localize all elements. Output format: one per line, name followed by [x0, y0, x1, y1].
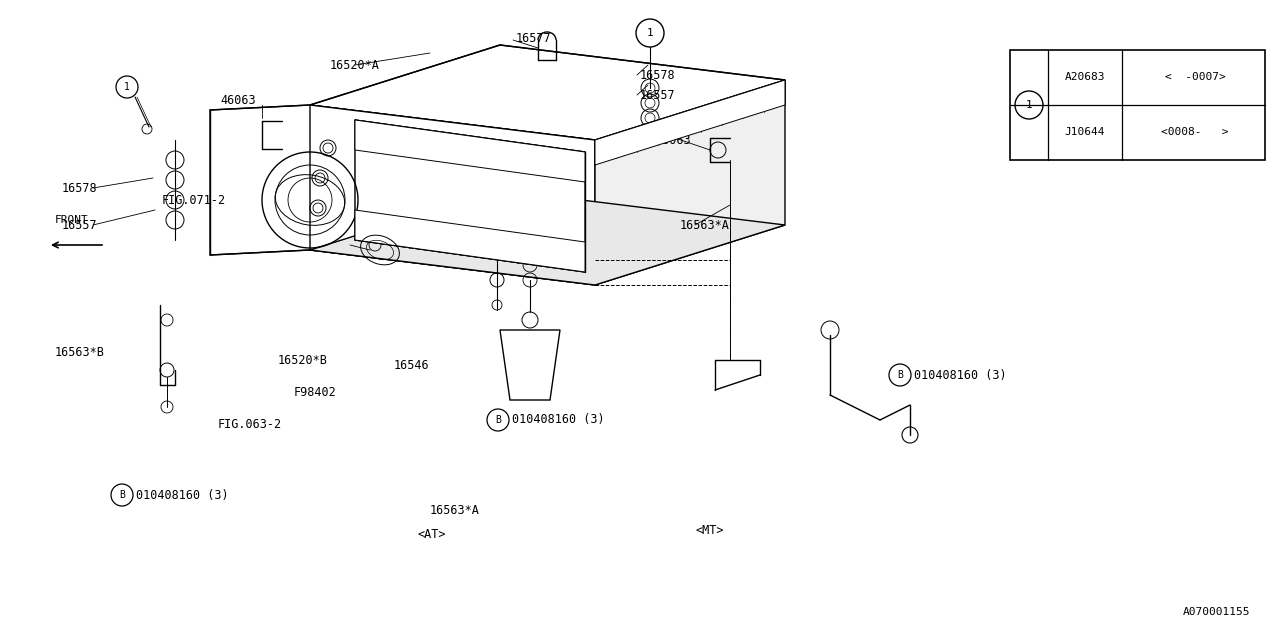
- Polygon shape: [355, 120, 585, 272]
- Text: J10644: J10644: [1065, 127, 1105, 137]
- Text: 46063: 46063: [655, 134, 691, 147]
- Text: 16520*B: 16520*B: [278, 353, 328, 367]
- Polygon shape: [310, 105, 595, 285]
- Text: 16563*B: 16563*B: [55, 346, 105, 358]
- Polygon shape: [310, 190, 785, 285]
- Polygon shape: [595, 80, 785, 285]
- Polygon shape: [595, 80, 785, 165]
- Text: 16578: 16578: [61, 182, 97, 195]
- Text: 1: 1: [1025, 100, 1033, 110]
- Text: 16546: 16546: [394, 358, 430, 371]
- Text: 16563*A: 16563*A: [430, 504, 480, 516]
- Text: FRONT: FRONT: [55, 215, 88, 225]
- Text: 010408160 (3): 010408160 (3): [136, 488, 229, 502]
- Text: 010408160 (3): 010408160 (3): [914, 369, 1006, 381]
- Text: 1: 1: [124, 82, 131, 92]
- Text: <AT>: <AT>: [417, 529, 447, 541]
- Text: B: B: [119, 490, 125, 500]
- Polygon shape: [210, 105, 595, 285]
- Text: A070001155: A070001155: [1183, 607, 1251, 617]
- Text: <MT>: <MT>: [696, 524, 724, 536]
- Text: B: B: [897, 370, 902, 380]
- Text: 16578: 16578: [640, 68, 676, 81]
- Text: A20683: A20683: [1065, 72, 1105, 82]
- Text: 16557: 16557: [640, 88, 676, 102]
- Text: 46063: 46063: [220, 93, 256, 106]
- Polygon shape: [355, 120, 585, 182]
- Text: FIG.071-2: FIG.071-2: [163, 193, 227, 207]
- Text: 16577: 16577: [516, 31, 552, 45]
- Text: F98402: F98402: [294, 385, 337, 399]
- Text: 1: 1: [646, 28, 653, 38]
- Text: B: B: [495, 415, 500, 425]
- Text: 16557: 16557: [61, 218, 97, 232]
- Polygon shape: [355, 210, 585, 272]
- Text: FIG.063-2: FIG.063-2: [218, 419, 282, 431]
- Text: 010408160 (3): 010408160 (3): [512, 413, 604, 426]
- Text: <0008-   >: <0008- >: [1161, 127, 1229, 137]
- Text: 16563*A: 16563*A: [680, 218, 730, 232]
- Text: 16520*A: 16520*A: [330, 58, 380, 72]
- Text: <  -0007>: < -0007>: [1165, 72, 1225, 82]
